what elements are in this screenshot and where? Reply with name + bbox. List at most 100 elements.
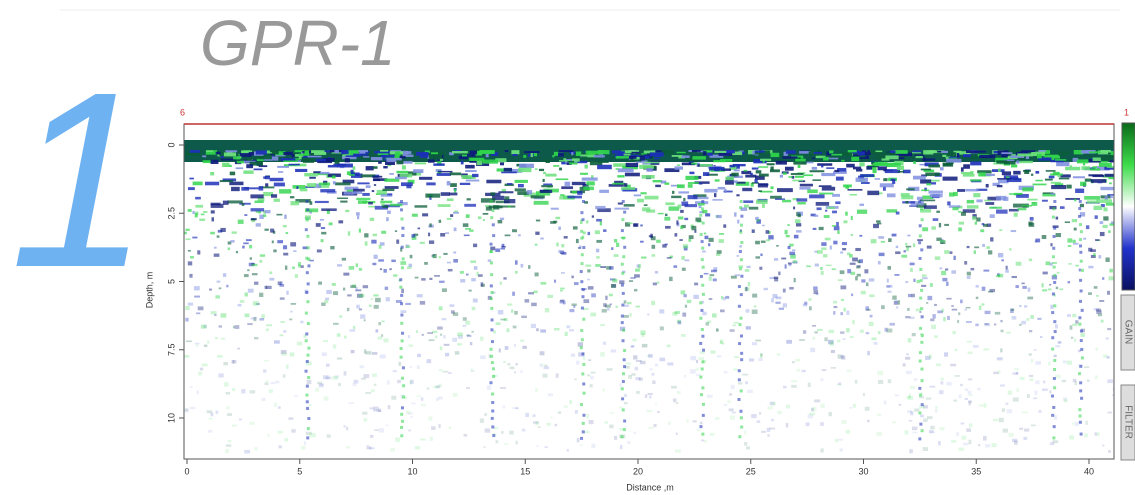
- reflection: [1080, 333, 1085, 337]
- side-tab[interactable]: [1120, 294, 1135, 371]
- reflection: [399, 355, 403, 359]
- reflection: [832, 210, 837, 214]
- reflection: [365, 392, 372, 394]
- reflection: [698, 357, 705, 361]
- reflection: [283, 330, 287, 333]
- reflection: [1079, 223, 1083, 227]
- reflection: [603, 303, 607, 307]
- reflection: [759, 266, 763, 270]
- reflection: [923, 418, 928, 423]
- reflection: [1104, 166, 1114, 170]
- reflection: [410, 416, 413, 418]
- reflection: [385, 424, 388, 427]
- reflection: [692, 420, 697, 423]
- reflection: [984, 199, 991, 202]
- reflection: [851, 156, 860, 162]
- reflection: [623, 419, 627, 423]
- reflection: [642, 207, 651, 212]
- reflection: [476, 271, 479, 276]
- reflection: [1025, 154, 1030, 160]
- reflection: [687, 195, 698, 200]
- reflection: [596, 256, 600, 259]
- reflection: [1084, 167, 1096, 171]
- reflection: [648, 427, 654, 429]
- reflection: [283, 245, 288, 250]
- reflection: [709, 274, 715, 277]
- reflection: [535, 219, 541, 222]
- reflection: [436, 173, 451, 176]
- reflection: [641, 332, 645, 337]
- reflection: [1036, 154, 1042, 159]
- reflection: [877, 370, 884, 376]
- reflection: [514, 310, 518, 315]
- reflection: [306, 208, 310, 212]
- reflection: [895, 251, 901, 255]
- reflection: [740, 274, 744, 278]
- reflection: [463, 234, 470, 237]
- reflection: [560, 287, 565, 290]
- reflection: [810, 347, 816, 353]
- reflection: [946, 157, 949, 161]
- reflection: [400, 313, 404, 317]
- reflection: [935, 406, 938, 409]
- reflection: [313, 171, 321, 174]
- reflection: [982, 244, 985, 247]
- reflection: [350, 169, 354, 173]
- reflection: [885, 155, 899, 160]
- reflection: [635, 359, 642, 362]
- reflection: [399, 173, 413, 178]
- side-tab-label[interactable]: GAIN: [1122, 320, 1133, 344]
- reflection: [821, 242, 827, 246]
- reflection: [918, 359, 922, 363]
- reflection: [277, 281, 282, 286]
- reflection: [615, 305, 618, 308]
- reflection: [701, 283, 705, 287]
- reflection: [400, 406, 404, 410]
- reflection: [1079, 203, 1085, 208]
- reflection: [437, 204, 451, 207]
- reflection: [264, 228, 269, 231]
- reflection: [845, 429, 851, 434]
- reflection: [1000, 348, 1003, 353]
- reflection: [625, 362, 632, 365]
- reflection: [831, 225, 836, 227]
- reflection: [346, 446, 351, 449]
- side-tab-label[interactable]: FILTER: [1122, 405, 1133, 439]
- reflection: [234, 325, 240, 329]
- reflection: [1010, 308, 1015, 311]
- reflection: [569, 162, 578, 165]
- reflection: [449, 152, 454, 156]
- reflection: [1010, 177, 1019, 180]
- reflection: [664, 182, 670, 185]
- reflection: [1108, 276, 1114, 281]
- reflection: [223, 382, 229, 387]
- reflection: [738, 342, 742, 346]
- side-tab[interactable]: [1120, 384, 1135, 461]
- reflection: [723, 404, 727, 406]
- reflection: [886, 285, 891, 288]
- reflection: [866, 166, 873, 170]
- reflection: [322, 157, 335, 162]
- reflection: [400, 266, 404, 270]
- reflection: [219, 152, 228, 156]
- reflection: [419, 176, 433, 180]
- reflection: [446, 198, 454, 201]
- reflection: [821, 186, 836, 191]
- reflection: [652, 380, 656, 385]
- reflection: [500, 247, 506, 250]
- reflection: [927, 295, 933, 301]
- reflection: [465, 170, 477, 173]
- reflection: [978, 404, 984, 407]
- reflection: [630, 345, 634, 348]
- reflection: [485, 206, 492, 211]
- reflection: [918, 411, 922, 415]
- reflection: [379, 242, 385, 246]
- reflection: [1078, 299, 1082, 303]
- reflection: [1012, 397, 1019, 402]
- reflection: [656, 239, 661, 243]
- reflection: [653, 150, 670, 153]
- reflection: [1099, 221, 1104, 224]
- reflection: [919, 296, 923, 300]
- reflection: [946, 152, 957, 157]
- reflection: [1001, 153, 1009, 158]
